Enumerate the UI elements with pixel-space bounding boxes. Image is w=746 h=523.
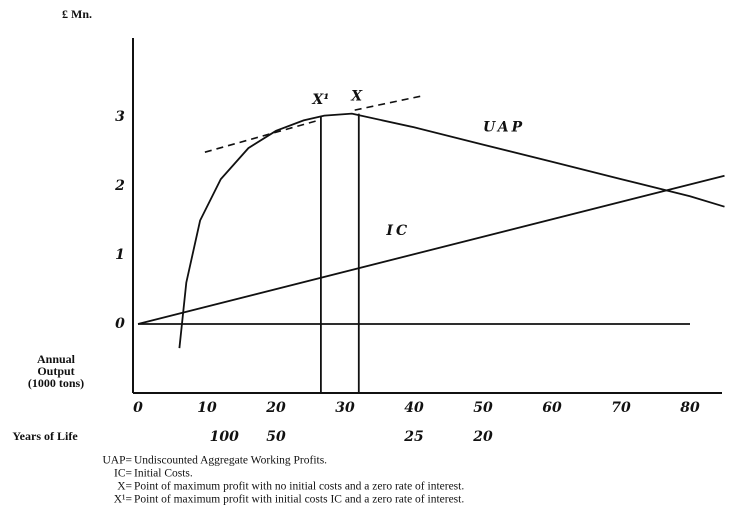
- x2-axis-label: Years of Life: [12, 429, 78, 443]
- x-tick-label: 40: [404, 400, 424, 416]
- x-axis-label: Output: [37, 364, 74, 378]
- x2-tick-label: 100: [210, 429, 239, 445]
- note-text: Point of maximum profit with initial cos…: [134, 494, 464, 506]
- annotation: X: [350, 88, 363, 104]
- note-text: Initial Costs.: [134, 468, 193, 480]
- series-label: IC: [385, 223, 410, 239]
- note-term: X¹=: [114, 494, 132, 506]
- x-axis-label: (1000 tons): [28, 376, 84, 390]
- x-tick-label: 0: [133, 400, 143, 416]
- x-tick-label: 70: [611, 400, 631, 416]
- note-term: UAP=: [103, 455, 133, 467]
- x-tick-label: 60: [542, 400, 562, 416]
- tangent-line: [354, 95, 421, 111]
- x-tick-label: 10: [197, 400, 217, 416]
- x-axis-label: Annual: [37, 352, 76, 366]
- note-term: X=: [117, 481, 132, 493]
- x-tick-label: 80: [680, 400, 700, 416]
- y-tick-label: 2: [114, 178, 125, 194]
- tangent-line: [204, 119, 321, 153]
- note-text: Undiscounted Aggregate Working Profits.: [134, 455, 327, 467]
- x-tick-label: 30: [335, 400, 355, 416]
- x2-tick-label: 25: [403, 429, 423, 445]
- y-tick-label: 3: [115, 109, 125, 125]
- annotation: X¹: [311, 92, 329, 108]
- note-term: IC=: [114, 468, 132, 480]
- series-line: [137, 174, 725, 325]
- series-line: [178, 112, 725, 349]
- y-tick-label: 1: [115, 247, 125, 263]
- x2-tick-label: 50: [266, 429, 286, 445]
- x-tick-label: 20: [265, 400, 286, 416]
- x-tick-label: 50: [473, 400, 493, 416]
- series-label: UAP: [483, 119, 525, 135]
- note-text: Point of maximum profit with no initial …: [134, 481, 464, 493]
- y-tick-label: 0: [115, 316, 125, 332]
- y-axis-label: £ Mn.: [62, 7, 92, 21]
- x2-tick-label: 20: [472, 429, 493, 445]
